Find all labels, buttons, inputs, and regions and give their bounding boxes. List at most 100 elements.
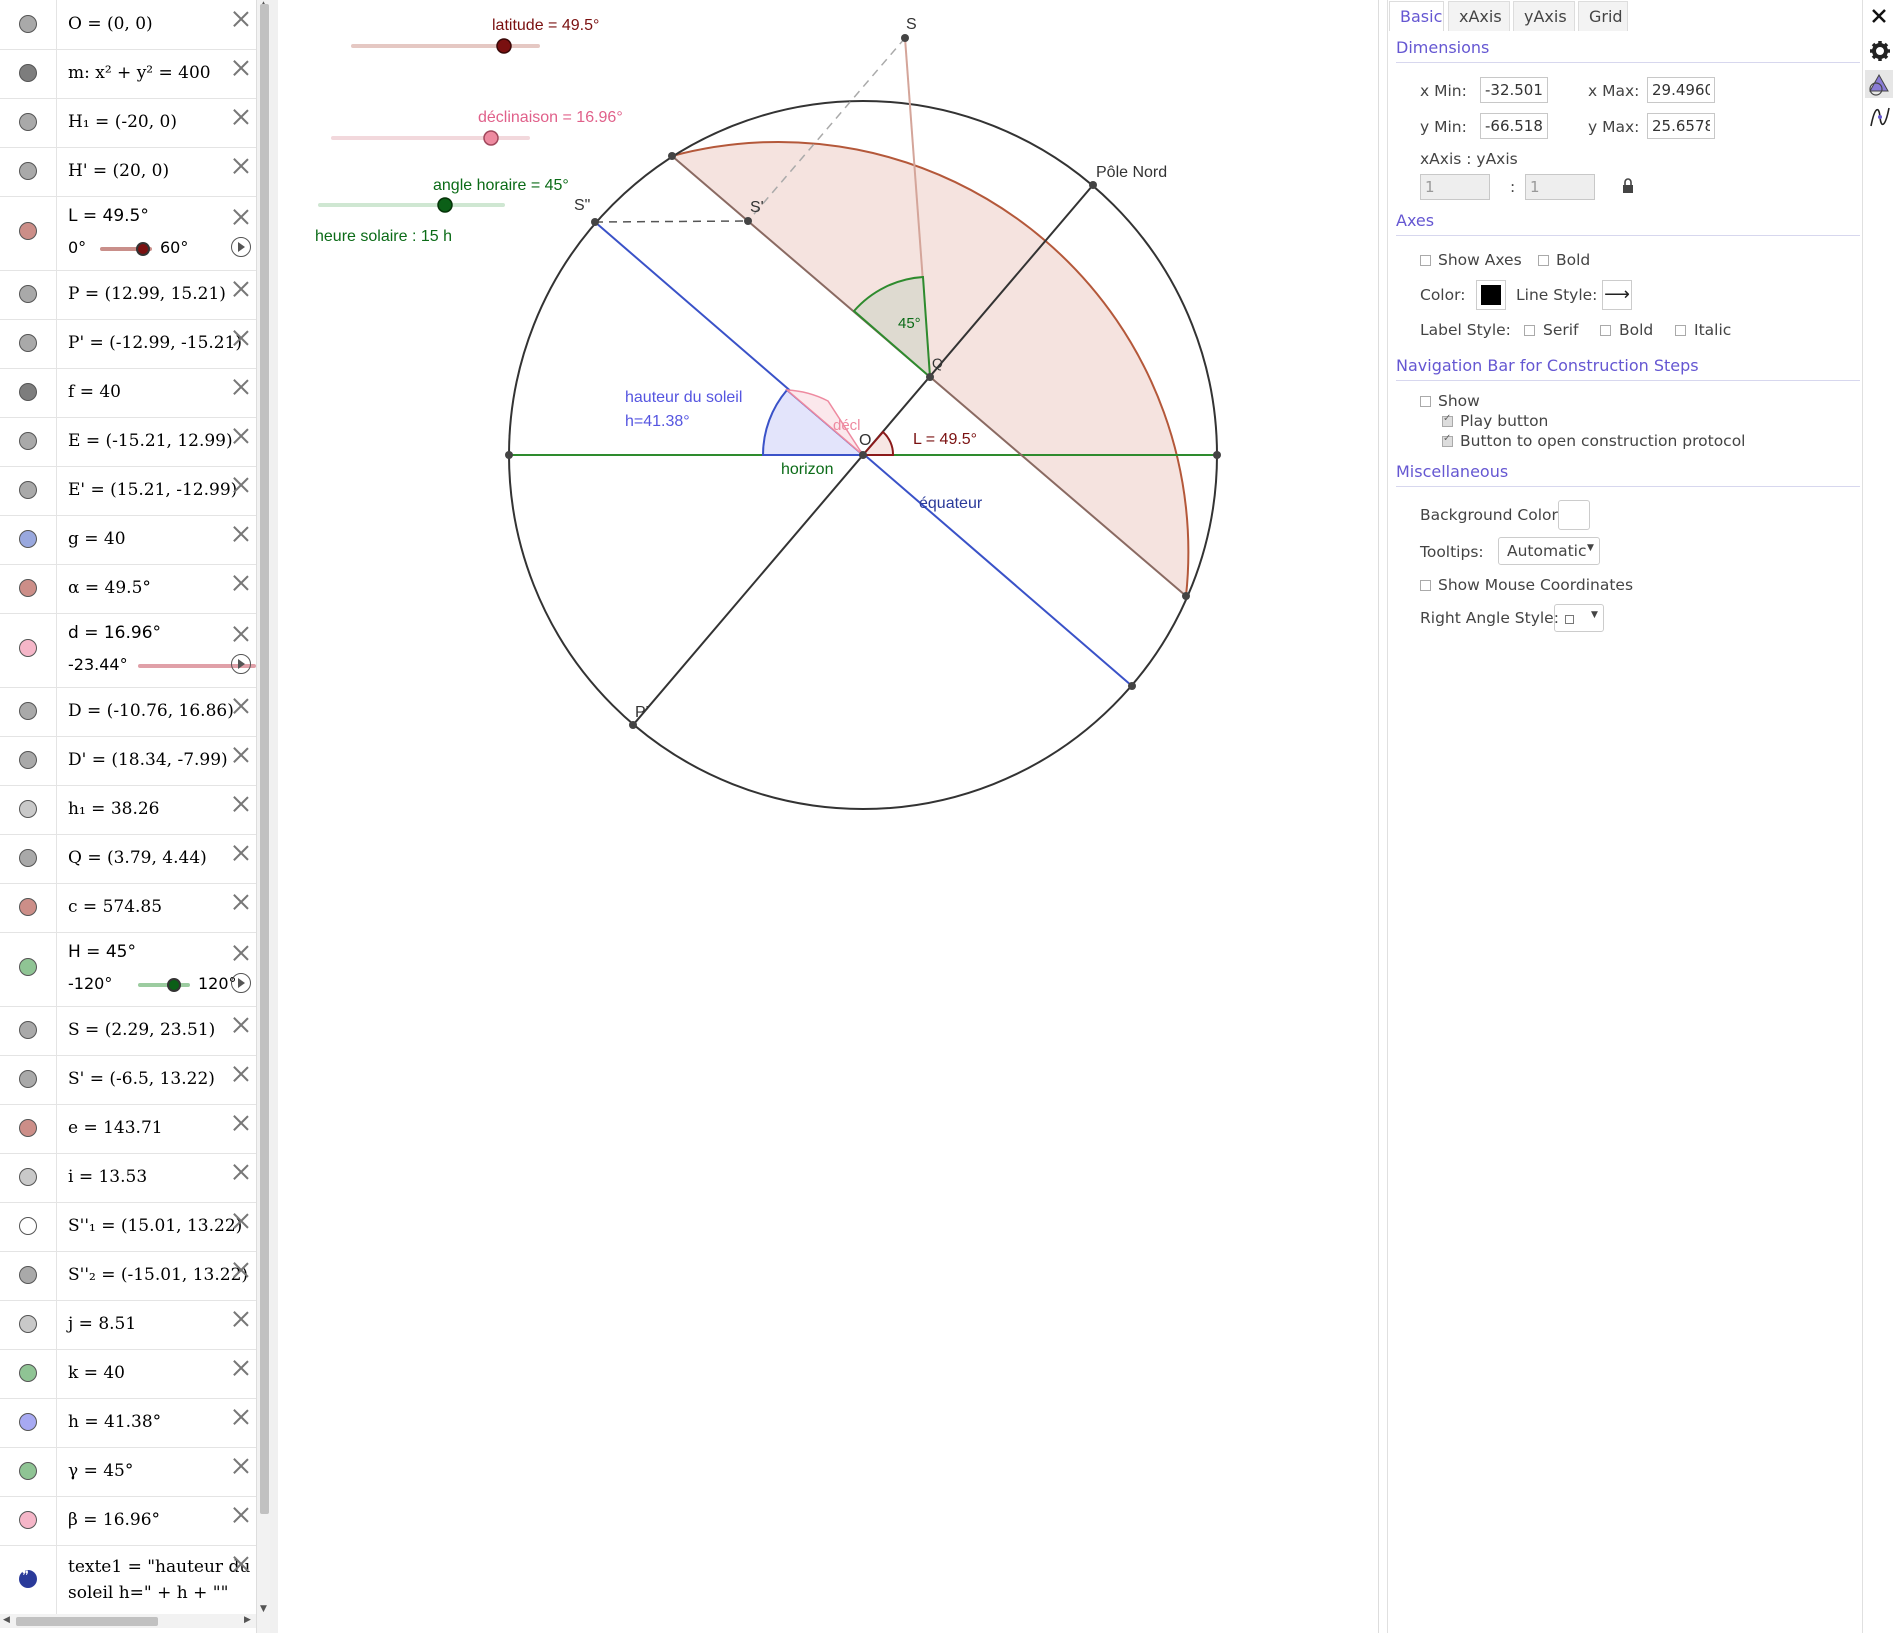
open-protocol-checkbox[interactable] [1442, 433, 1453, 447]
algebra-item-text[interactable]: d = 16.96° [68, 623, 162, 643]
algebra-item[interactable]: m: x² + y² = 400 [0, 49, 256, 99]
point-e[interactable] [668, 152, 676, 160]
visibility-marble[interactable] [19, 432, 37, 450]
algebra-item-text[interactable]: k = 40 [68, 1363, 125, 1383]
algebra-item-text[interactable]: i = 13.53 [68, 1167, 148, 1187]
algebra-item[interactable]: β = 16.96° [0, 1496, 256, 1546]
algebra-item[interactable]: H' = (20, 0) [0, 147, 256, 197]
algebra-item-text[interactable]: m: x² + y² = 400 [68, 63, 211, 83]
algebra-item[interactable]: O = (0, 0) [0, 0, 256, 50]
algebra-horizontal-scrollbar[interactable]: ◀ ▶ [0, 1614, 256, 1628]
delete-icon[interactable] [232, 10, 250, 28]
axes-bold-checkbox[interactable] [1538, 255, 1549, 266]
delete-icon[interactable] [232, 427, 250, 445]
visibility-marble[interactable] [19, 702, 37, 720]
algebra-item[interactable]: g = 40 [0, 515, 256, 565]
delete-icon[interactable] [232, 280, 250, 298]
delete-icon[interactable] [232, 59, 250, 77]
delete-icon[interactable] [232, 1359, 250, 1377]
quote-icon[interactable]: ❞ [19, 1569, 37, 1588]
algebra-item[interactable]: i = 13.53 [0, 1153, 256, 1203]
delete-icon[interactable] [232, 476, 250, 494]
line-style-button[interactable]: ⟶ [1602, 280, 1632, 310]
delete-icon[interactable] [232, 944, 250, 962]
algebra-item-text-line2[interactable]: soleil h=" + h + "" [68, 1583, 229, 1603]
function-graph-icon[interactable] [1869, 106, 1891, 132]
algebra-item-text[interactable]: c = 574.85 [68, 897, 163, 917]
slider-knob[interactable] [135, 242, 150, 256]
dashed-sdouble-sprime[interactable] [594, 220, 749, 223]
latitude-angle[interactable] [860, 430, 895, 456]
algebra-item[interactable]: S''₁ = (15.01, 13.22) [0, 1202, 256, 1252]
algebra-item-text[interactable]: P' = (-12.99, -15.21) [68, 333, 243, 353]
point-h1[interactable] [505, 451, 513, 459]
visibility-marble[interactable] [19, 334, 37, 352]
visibility-marble[interactable] [19, 1413, 37, 1431]
graphics-view-icon[interactable] [1865, 70, 1893, 98]
delete-icon[interactable] [232, 1212, 250, 1230]
tab-yaxis[interactable]: yAxis [1513, 1, 1575, 31]
algebra-item-text[interactable]: D' = (18.34, -7.99) [68, 750, 228, 770]
visibility-marble[interactable] [19, 530, 37, 548]
algebra-item[interactable]: P = (12.99, 15.21) [0, 270, 256, 320]
play-button-checkbox[interactable] [1442, 413, 1453, 427]
algebra-item[interactable]: α = 49.5° [0, 564, 256, 614]
visibility-marble[interactable] [19, 222, 37, 240]
delete-icon[interactable] [232, 208, 250, 226]
algebra-item[interactable]: γ = 45° [0, 1447, 256, 1497]
algebra-item-text[interactable]: h₁ = 38.26 [68, 799, 160, 819]
gear-icon[interactable] [1869, 40, 1891, 66]
ratio-x-field[interactable] [1420, 174, 1490, 200]
color-swatch-button[interactable] [1476, 280, 1506, 310]
slider-track[interactable] [138, 983, 190, 987]
ymin-field[interactable] [1480, 113, 1548, 139]
algebra-item-text[interactable]: texte1 = "hauteur du [68, 1557, 251, 1577]
delete-icon[interactable] [232, 844, 250, 862]
algebra-item-text[interactable]: S''₁ = (15.01, 13.22) [68, 1216, 243, 1236]
visibility-marble[interactable] [19, 64, 37, 82]
delete-icon[interactable] [232, 1163, 250, 1181]
algebra-item[interactable]: h₁ = 38.26 [0, 785, 256, 835]
slider-track[interactable] [138, 664, 256, 668]
background-color-button[interactable] [1558, 500, 1590, 530]
visibility-marble[interactable] [19, 1070, 37, 1088]
visibility-marble[interactable] [19, 579, 37, 597]
slider-knob[interactable] [166, 978, 181, 992]
delete-icon[interactable] [232, 525, 250, 543]
visibility-marble[interactable] [19, 481, 37, 499]
algebra-item[interactable]: e = 143.71 [0, 1104, 256, 1154]
visibility-marble[interactable] [19, 1217, 37, 1235]
latitude-slider[interactable] [351, 38, 540, 54]
algebra-vertical-scrollbar[interactable]: ▲ ▼ [256, 0, 270, 1633]
play-animation-icon[interactable] [231, 237, 251, 257]
algebra-item-text[interactable]: H' = (20, 0) [68, 161, 170, 181]
algebra-item[interactable]: P' = (-12.99, -15.21) [0, 319, 256, 369]
visibility-marble[interactable] [19, 1266, 37, 1284]
show-axes-checkbox[interactable] [1420, 255, 1431, 266]
algebra-item-text[interactable]: f = 40 [68, 382, 121, 402]
algebra-item[interactable]: H = 45° -120° 120° [0, 932, 256, 1007]
xmin-field[interactable] [1480, 77, 1548, 103]
algebra-item-text[interactable]: H = 45° [68, 942, 136, 962]
visibility-marble[interactable] [19, 383, 37, 401]
delete-icon[interactable] [232, 697, 250, 715]
algebra-item-text[interactable]: O = (0, 0) [68, 14, 153, 34]
tab-basic[interactable]: Basic [1389, 1, 1444, 31]
algebra-item-text[interactable]: S = (2.29, 23.51) [68, 1020, 216, 1040]
delete-icon[interactable] [232, 157, 250, 175]
delete-icon[interactable] [232, 1065, 250, 1083]
delete-icon[interactable] [232, 1555, 250, 1573]
algebra-item[interactable]: f = 40 [0, 368, 256, 418]
algebra-item-text[interactable]: E' = (15.21, -12.99) [68, 480, 238, 500]
algebra-item-text[interactable]: L = 49.5° [68, 206, 149, 226]
visibility-marble[interactable] [19, 15, 37, 33]
algebra-item-text[interactable]: D = (-10.76, 16.86) [68, 701, 234, 721]
algebra-item[interactable]: D = (-10.76, 16.86) [0, 687, 256, 737]
visibility-marble[interactable] [19, 113, 37, 131]
tooltips-select[interactable]: Automatic ▼ [1498, 537, 1600, 565]
play-animation-icon[interactable] [231, 973, 251, 993]
point-s[interactable] [901, 34, 909, 42]
visibility-marble[interactable] [19, 1462, 37, 1480]
algebra-item[interactable]: E = (-15.21, 12.99) [0, 417, 256, 467]
geometry-canvas[interactable]: latitude = 49.5° déclinaison = 16.96° an… [278, 0, 1378, 1633]
